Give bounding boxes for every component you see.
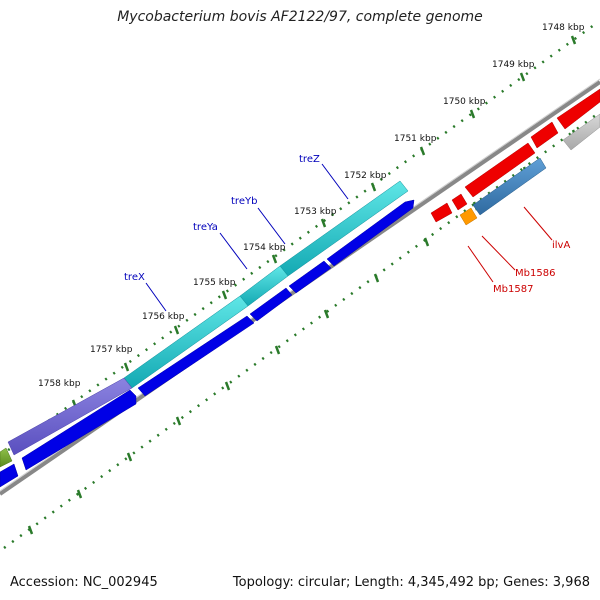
purple-feature[interactable]	[7, 377, 133, 456]
blue-gene-4[interactable]	[137, 315, 255, 397]
kbp-labels: 1748 kbp 1749 kbp 1750 kbp 1751 kbp 1752…	[38, 23, 585, 389]
kbp-label: 1755 kbp	[193, 278, 236, 288]
outer-major-ticks	[71, 35, 577, 409]
blue-gene-3[interactable]	[249, 287, 293, 322]
gene-label-treYb[interactable]: treYb	[231, 196, 257, 207]
gene-label-ilvA[interactable]: ilvA	[552, 240, 570, 251]
red-strand-features	[430, 88, 600, 223]
topology-text: Topology: circular; Length: 4,345,492 bp…	[232, 575, 590, 590]
kbp-label: 1751 kbp	[394, 134, 437, 144]
gene-labels: treZ treYb treYa treX ilvA Mb1586 Mb1587	[124, 154, 570, 295]
kbp-label: 1754 kbp	[243, 243, 286, 253]
blue-gene-1[interactable]	[326, 199, 415, 267]
kbp-label: 1753 kbp	[294, 207, 337, 217]
red-gene-2[interactable]	[530, 121, 559, 149]
orange-gene[interactable]	[459, 207, 478, 226]
inner-tick-track	[3, 110, 600, 550]
blue-gene-5[interactable]	[21, 389, 137, 471]
kbp-label: 1756 kbp	[142, 312, 185, 322]
blue-gene-6[interactable]	[0, 463, 19, 488]
red-gene-Mb1586[interactable]	[451, 193, 468, 211]
blue-gene-2[interactable]	[288, 260, 332, 294]
red-gene-1[interactable]	[556, 88, 600, 130]
red-gene-Mb1587[interactable]	[430, 202, 453, 223]
kbp-label: 1748 kbp	[542, 23, 585, 33]
red-gene-ilvA[interactable]	[464, 142, 536, 198]
outer-tick-track	[0, 23, 595, 458]
map-title: Mycobacterium bovis AF2122/97, complete …	[117, 9, 483, 25]
gene-label-treX[interactable]: treX	[124, 272, 145, 283]
gene-label-Mb1587[interactable]: Mb1587	[493, 284, 533, 295]
gene-label-treZ[interactable]: treZ	[299, 154, 320, 165]
gray-gene[interactable]	[562, 113, 600, 151]
kbp-label: 1749 kbp	[492, 60, 535, 70]
gene-label-Mb1586[interactable]: Mb1586	[515, 268, 555, 279]
accession-text: Accession: NC_002945	[10, 575, 158, 590]
kbp-label: 1758 kbp	[38, 379, 81, 389]
kbp-label: 1752 kbp	[344, 171, 387, 181]
blue-strand-features	[0, 199, 415, 488]
kbp-label: 1750 kbp	[443, 97, 486, 107]
gene-label-connectors	[145, 163, 553, 312]
olive-feature[interactable]	[0, 447, 13, 468]
gene-treX-feature[interactable]	[123, 295, 249, 389]
gene-label-treYa[interactable]: treYa	[193, 222, 218, 233]
steel-blue-gene[interactable]	[472, 157, 547, 216]
kbp-label: 1757 kbp	[90, 345, 133, 355]
